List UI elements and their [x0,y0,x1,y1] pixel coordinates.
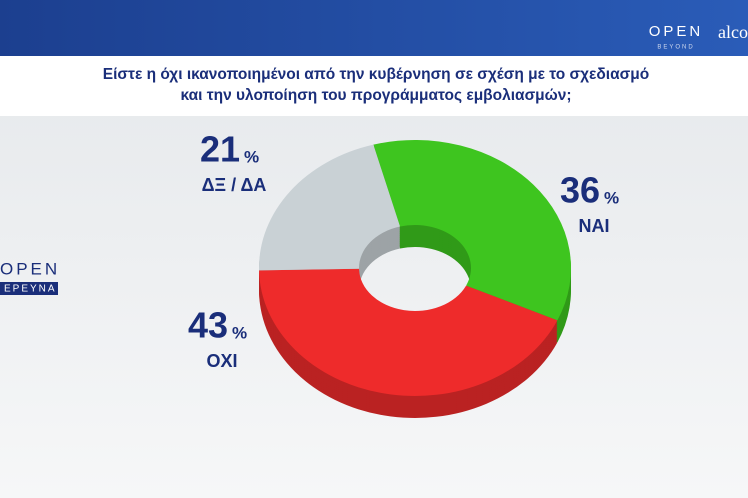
value-unit: % [232,323,247,342]
top-bar [0,0,748,56]
donut [258,140,571,418]
title-band [0,56,748,116]
slice [259,268,558,396]
category-label: ΝΑΙ [579,216,610,236]
side-logo: OPEN [0,259,60,278]
partner-logo: alco [718,22,748,42]
value-label: 43 [188,305,228,346]
category-label: ΟΧΙ [206,351,237,371]
category-label: ΔΞ / ΔΑ [202,175,267,195]
top-logo: OPEN [649,23,704,40]
labels: 36 % ΝΑΙ 43 % ΟΧΙ 21 % ΔΞ / ΔΑ [188,129,619,371]
side-logo-sub: ΕΡΕΥΝΑ [4,284,57,295]
value-label: 36 [560,170,600,211]
chart-title: και την υλοποίηση του προγράμματος εμβολ… [180,87,571,104]
slice [373,140,571,321]
value-unit: % [604,188,619,207]
side-logo-band [0,282,58,295]
top-logo-sub: BEYOND [657,45,694,51]
slice [258,144,401,271]
chart-title: Είστε η όχι ικανοποιημένοι από την κυβέρ… [103,66,649,83]
value-label: 21 [200,129,240,170]
value-unit: % [244,147,259,166]
